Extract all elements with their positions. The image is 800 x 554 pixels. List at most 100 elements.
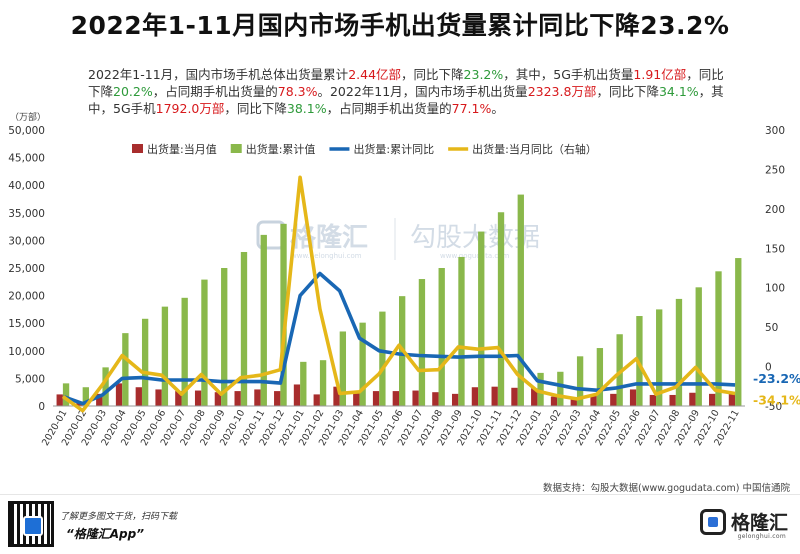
- description-run: ，占同期手机出货量的: [326, 101, 452, 116]
- bar-cumulative: [478, 231, 485, 406]
- legend-label: 出货量:当月值: [147, 142, 217, 156]
- y-tick-label: 30,000: [8, 235, 45, 247]
- bar-monthly: [432, 392, 439, 406]
- bar-cumulative: [62, 383, 70, 406]
- description-run: ，其中，5G手机出货量: [503, 67, 634, 82]
- description-run: ，同比下降: [596, 84, 659, 99]
- legend-swatch: [230, 144, 242, 153]
- data-source: 数据支持：勾股大数据(www.gogudata.com) 中国信通院: [543, 483, 790, 494]
- y-tick-label: 15,000: [8, 318, 45, 330]
- bar-monthly: [590, 395, 597, 406]
- description-run: ，同比下降: [224, 101, 287, 116]
- y-tick-label: 25,000: [8, 263, 45, 275]
- description-run: ，其中，5G手机: [88, 84, 724, 116]
- bar-monthly: [274, 391, 281, 406]
- watermark-brand: 格隆汇: [290, 222, 368, 253]
- bar-cumulative: [418, 279, 426, 406]
- bar-monthly: [194, 390, 202, 406]
- y2-tick-label: 300: [765, 125, 785, 137]
- y2-tick-label: 100: [765, 283, 785, 295]
- bar-cumulative: [201, 279, 208, 406]
- description-run: ，同比下降: [88, 67, 724, 99]
- bar-monthly: [451, 393, 459, 406]
- description-run: ，同比下降: [401, 67, 464, 82]
- bar-monthly: [550, 396, 558, 406]
- bar-cumulative: [596, 348, 604, 406]
- description-run: 1792.0万部: [155, 101, 225, 116]
- page-title: 2022年1-11月国内市场手机出货量累计同比下降23.2%: [70, 11, 730, 40]
- y2-tick-label: 250: [765, 164, 785, 176]
- bar-monthly: [412, 390, 419, 406]
- bar-monthly: [629, 389, 637, 406]
- y-tick-label: 10,000: [8, 346, 45, 358]
- description-run: 1.91亿部: [633, 67, 687, 82]
- watermark-brand-sub: www.gelonghui.com: [291, 252, 362, 260]
- bar-monthly: [56, 394, 63, 406]
- bar-cumulative: [280, 223, 287, 406]
- y-tick-label: 45,000: [8, 153, 45, 165]
- y-tick-label: 35,000: [8, 208, 45, 220]
- bar-cumulative: [735, 258, 742, 406]
- bar-cumulative: [260, 234, 267, 406]
- bar-cumulative: [319, 360, 327, 406]
- bar-cumulative: [221, 268, 228, 406]
- bar-cumulative: [497, 212, 505, 406]
- bar-cumulative: [339, 331, 347, 406]
- description-run: 2323.8万部: [527, 84, 597, 99]
- chart: 格隆汇www.gelonghui.com勾股大数据www.gogudata.co…: [8, 111, 800, 448]
- bar-monthly: [372, 391, 380, 406]
- y-tick-label: 0: [38, 401, 45, 413]
- bar-cumulative: [458, 256, 465, 406]
- bar-monthly: [531, 388, 538, 406]
- footer-app-name: “格隆汇App”: [66, 527, 144, 541]
- bar-monthly: [214, 392, 222, 406]
- description-run: 38.1%: [286, 101, 327, 116]
- description-run: 2022年1-11月，国内市场手机总体出货量累计: [88, 67, 349, 82]
- y-tick-label: 40,000: [8, 180, 45, 192]
- bar-cumulative: [438, 268, 445, 406]
- bar-monthly: [649, 394, 657, 406]
- description-paragraph: 2022年1-11月，国内市场手机总体出货量累计2.44亿部，同比下降23.2%…: [88, 66, 728, 117]
- bar-cumulative: [300, 361, 307, 406]
- bar-cumulative: [82, 387, 89, 406]
- bar-monthly: [115, 383, 123, 406]
- brand-logo-subtext: gelonghui.com: [737, 533, 786, 540]
- y-tick-label: 20,000: [8, 291, 45, 303]
- description-run: 34.1%: [658, 84, 699, 99]
- description-run: 77.1%: [451, 101, 492, 116]
- description-run: 78.3%: [277, 84, 318, 99]
- bar-cumulative: [537, 372, 544, 406]
- y-tick-label: 50,000: [8, 125, 45, 137]
- bar-monthly: [313, 394, 320, 406]
- description-run: 。: [491, 101, 504, 116]
- description-run: 2.44亿部: [348, 67, 402, 82]
- y2-tick-label: -50: [765, 401, 782, 413]
- bar-monthly: [96, 393, 103, 406]
- y-axis-unit: （万部）: [10, 111, 46, 123]
- bar-monthly: [254, 389, 261, 406]
- bar-cumulative: [675, 298, 683, 406]
- bar-cumulative: [359, 322, 366, 406]
- bar-cumulative: [161, 306, 169, 406]
- bar-monthly: [471, 387, 479, 406]
- bar-cumulative: [656, 309, 663, 406]
- bar-cumulative: [379, 311, 386, 406]
- footer-tagline: 了解更多图文干货，扫码下载: [60, 512, 178, 522]
- bar-cumulative: [122, 333, 129, 406]
- legend-label: 出货量:累计值: [246, 142, 316, 156]
- bar-monthly: [234, 391, 241, 406]
- y2-tick-label: 50: [765, 322, 778, 334]
- description-run: ，占同期手机出货量的: [152, 84, 278, 99]
- footer: 了解更多图文干货，扫码下载 “格隆汇App” 格隆汇 gelonghui.com: [0, 494, 800, 554]
- legend-swatch: [132, 144, 143, 153]
- end-value-label: -34.1%: [753, 392, 800, 407]
- bar-cumulative: [181, 297, 188, 406]
- bar-monthly: [293, 384, 301, 406]
- qr-code-icon[interactable]: [8, 501, 54, 547]
- brand-logo-text: 格隆汇: [730, 512, 788, 534]
- description-run: 20.2%: [113, 84, 153, 99]
- bar-monthly: [669, 394, 676, 406]
- line-cumulative-yoy: [62, 271, 736, 406]
- bar-cumulative: [695, 287, 702, 406]
- bar-cumulative: [576, 356, 584, 406]
